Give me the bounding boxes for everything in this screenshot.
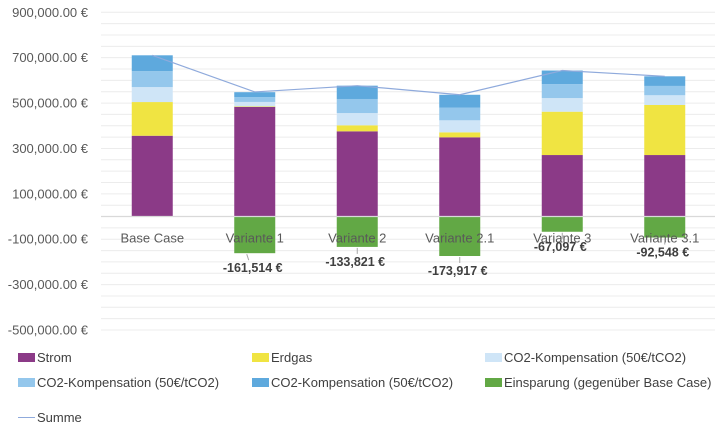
bar-segment	[644, 105, 686, 156]
y-tick-label: 500,000.00 €	[12, 96, 89, 111]
legend-item-einsparung: Einsparung (gegenüber Base Case)	[485, 375, 711, 390]
legend-item-summe: Summe	[18, 410, 82, 425]
legend-item-co2-light: CO2-Kompensation (50€/tCO2)	[485, 350, 686, 365]
bar-segment	[234, 97, 276, 102]
bar-segment	[541, 98, 583, 112]
legend-item-strom: Strom	[18, 350, 72, 365]
legend-label: CO2-Kompensation (50€/tCO2)	[37, 375, 220, 390]
bar-segment	[541, 216, 583, 232]
legend-swatch-strom	[18, 353, 35, 362]
y-tick-label: -300,000.00 €	[8, 277, 89, 292]
bar-segment	[234, 92, 276, 98]
bar-segment	[439, 132, 481, 138]
legend-swatch-erdgas	[252, 353, 269, 362]
bar-segment	[439, 120, 481, 133]
data-label: -67,097 €	[534, 240, 587, 254]
legend-label: CO2-Kompensation (50€/tCO2)	[271, 375, 454, 390]
data-label: -92,548 €	[636, 246, 689, 260]
legend-swatch-summe	[18, 417, 35, 418]
legend-item-co2-medium: CO2-Kompensation (50€/tCO2)	[18, 375, 219, 390]
y-tick-label: 900,000.00 €	[12, 5, 89, 20]
legend-item-co2-dark: CO2-Kompensation (50€/tCO2)	[252, 375, 453, 390]
bar-segment	[336, 216, 378, 247]
summe-line	[152, 54, 665, 96]
y-tick-label: 100,000.00 €	[12, 186, 89, 201]
bar-segment	[439, 94, 481, 108]
legend-swatch-co2-light	[485, 353, 502, 362]
bar-segment	[644, 155, 686, 217]
bar-segment	[644, 76, 686, 86]
legend-item-erdgas: Erdgas	[252, 350, 312, 365]
x-tick-label: Variante 2	[328, 231, 386, 246]
bar-segment	[644, 216, 686, 238]
legend-label: Einsparung (gegenüber Base Case)	[504, 375, 712, 390]
legend-swatch-einsparung	[485, 378, 502, 387]
bar-segment	[131, 102, 173, 136]
bar-segment	[234, 106, 276, 107]
stacked-bar-chart: 900,000.00 € 700,000.00 € 500,000.00 € 300,…	[8, 5, 715, 338]
bar-segment	[131, 71, 173, 88]
y-tick-label: -500,000.00 €	[8, 323, 89, 338]
data-label: -161,514 €	[223, 261, 283, 275]
legend-swatch-co2-medium	[18, 378, 35, 387]
bar-segment	[234, 216, 276, 254]
data-labels: -161,514 € -133,821 € -173,917 € -67,097 € -…	[223, 232, 689, 278]
legend-swatch-co2-dark	[252, 378, 269, 387]
gridlines	[101, 11, 715, 331]
bar-segment	[541, 84, 583, 99]
bar-segment	[336, 98, 378, 114]
bar-segment	[541, 155, 583, 217]
legend: Strom Erdgas CO2-Kompensation (50€/tCO2)…	[0, 344, 715, 431]
bar-segment	[541, 111, 583, 156]
legend-label: Strom	[37, 350, 72, 365]
bar-segment	[336, 125, 378, 132]
x-axis: Base Case Variante 1 Variante 2 Variante 2.…	[120, 231, 699, 246]
x-tick-label: Variante 1	[226, 231, 284, 246]
leader-line	[246, 254, 250, 261]
bar-segment	[336, 131, 378, 217]
y-axis: 900,000.00 € 700,000.00 € 500,000.00 € 300,…	[8, 5, 89, 338]
y-tick-label: 300,000.00 €	[12, 141, 89, 156]
bar-segment	[131, 135, 173, 217]
bar-segment	[131, 55, 173, 72]
y-tick-label: 700,000.00 €	[12, 50, 89, 65]
data-label: -133,821 €	[325, 255, 385, 269]
legend-label: Erdgas	[271, 350, 313, 365]
legend-label: CO2-Kompensation (50€/tCO2)	[504, 350, 687, 365]
data-label: -173,917 €	[428, 264, 488, 278]
bar-segment	[131, 87, 173, 103]
bar-segment	[644, 95, 686, 106]
bars	[131, 55, 686, 257]
bar-segment	[439, 107, 481, 121]
bar-segment	[439, 216, 481, 257]
bar-segment	[439, 137, 481, 217]
x-tick-label: Variante 3.1	[630, 231, 699, 246]
x-tick-label: Variante 2.1	[425, 231, 494, 246]
bar-segment	[644, 85, 686, 96]
y-tick-label: -100,000.00 €	[8, 232, 89, 247]
bar-segment	[234, 106, 276, 217]
summe-polyline	[152, 54, 665, 96]
bar-segment	[336, 113, 378, 126]
legend-label: Summe	[37, 410, 82, 425]
bar-segment	[234, 101, 276, 107]
bar-segment	[541, 70, 583, 85]
x-tick-label: Base Case	[120, 231, 184, 246]
bar-segment	[336, 85, 378, 99]
